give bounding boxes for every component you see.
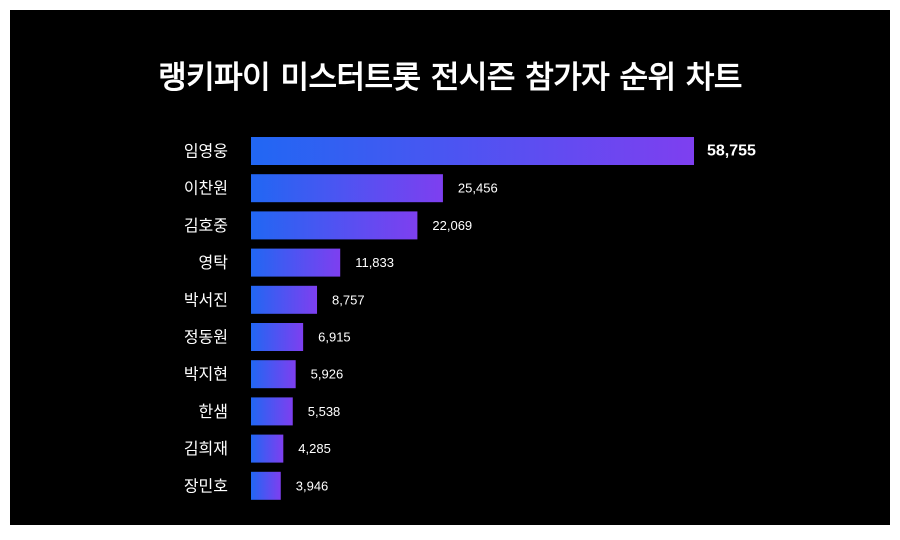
- bar: [251, 137, 694, 165]
- category-label: 장민호: [184, 476, 228, 495]
- chart-background: [10, 10, 890, 525]
- value-label: 11,833: [355, 255, 394, 270]
- chart-title: 랭키파이 미스터트롯 전시즌 참가자 순위 차트: [158, 60, 742, 96]
- bar: [251, 397, 293, 426]
- value-label: 6,915: [318, 330, 351, 345]
- category-label: 임영웅: [184, 142, 228, 161]
- category-label: 이찬원: [184, 179, 228, 198]
- value-label: 4,285: [298, 441, 331, 456]
- value-label: 5,926: [311, 367, 344, 382]
- category-label: 김희재: [184, 439, 228, 458]
- category-label: 박지현: [184, 365, 228, 384]
- bar: [251, 323, 304, 351]
- bar: [251, 434, 284, 463]
- value-label: 22,069: [432, 218, 472, 233]
- bar: [251, 471, 281, 500]
- category-label: 정동원: [184, 328, 228, 347]
- bar: [251, 360, 296, 389]
- bar: [251, 174, 443, 203]
- category-label: 영탁: [199, 253, 229, 272]
- category-label: 박서진: [184, 290, 228, 309]
- bar: [251, 285, 318, 314]
- value-label: 5,538: [308, 404, 341, 419]
- value-label: 3,946: [296, 478, 329, 493]
- value-label: 58,755: [707, 143, 756, 160]
- value-label: 25,456: [458, 181, 498, 196]
- value-label: 8,757: [332, 292, 365, 307]
- bar: [251, 248, 341, 277]
- category-label: 한샘: [199, 402, 228, 421]
- category-label: 김호중: [184, 216, 228, 235]
- bar: [251, 211, 418, 240]
